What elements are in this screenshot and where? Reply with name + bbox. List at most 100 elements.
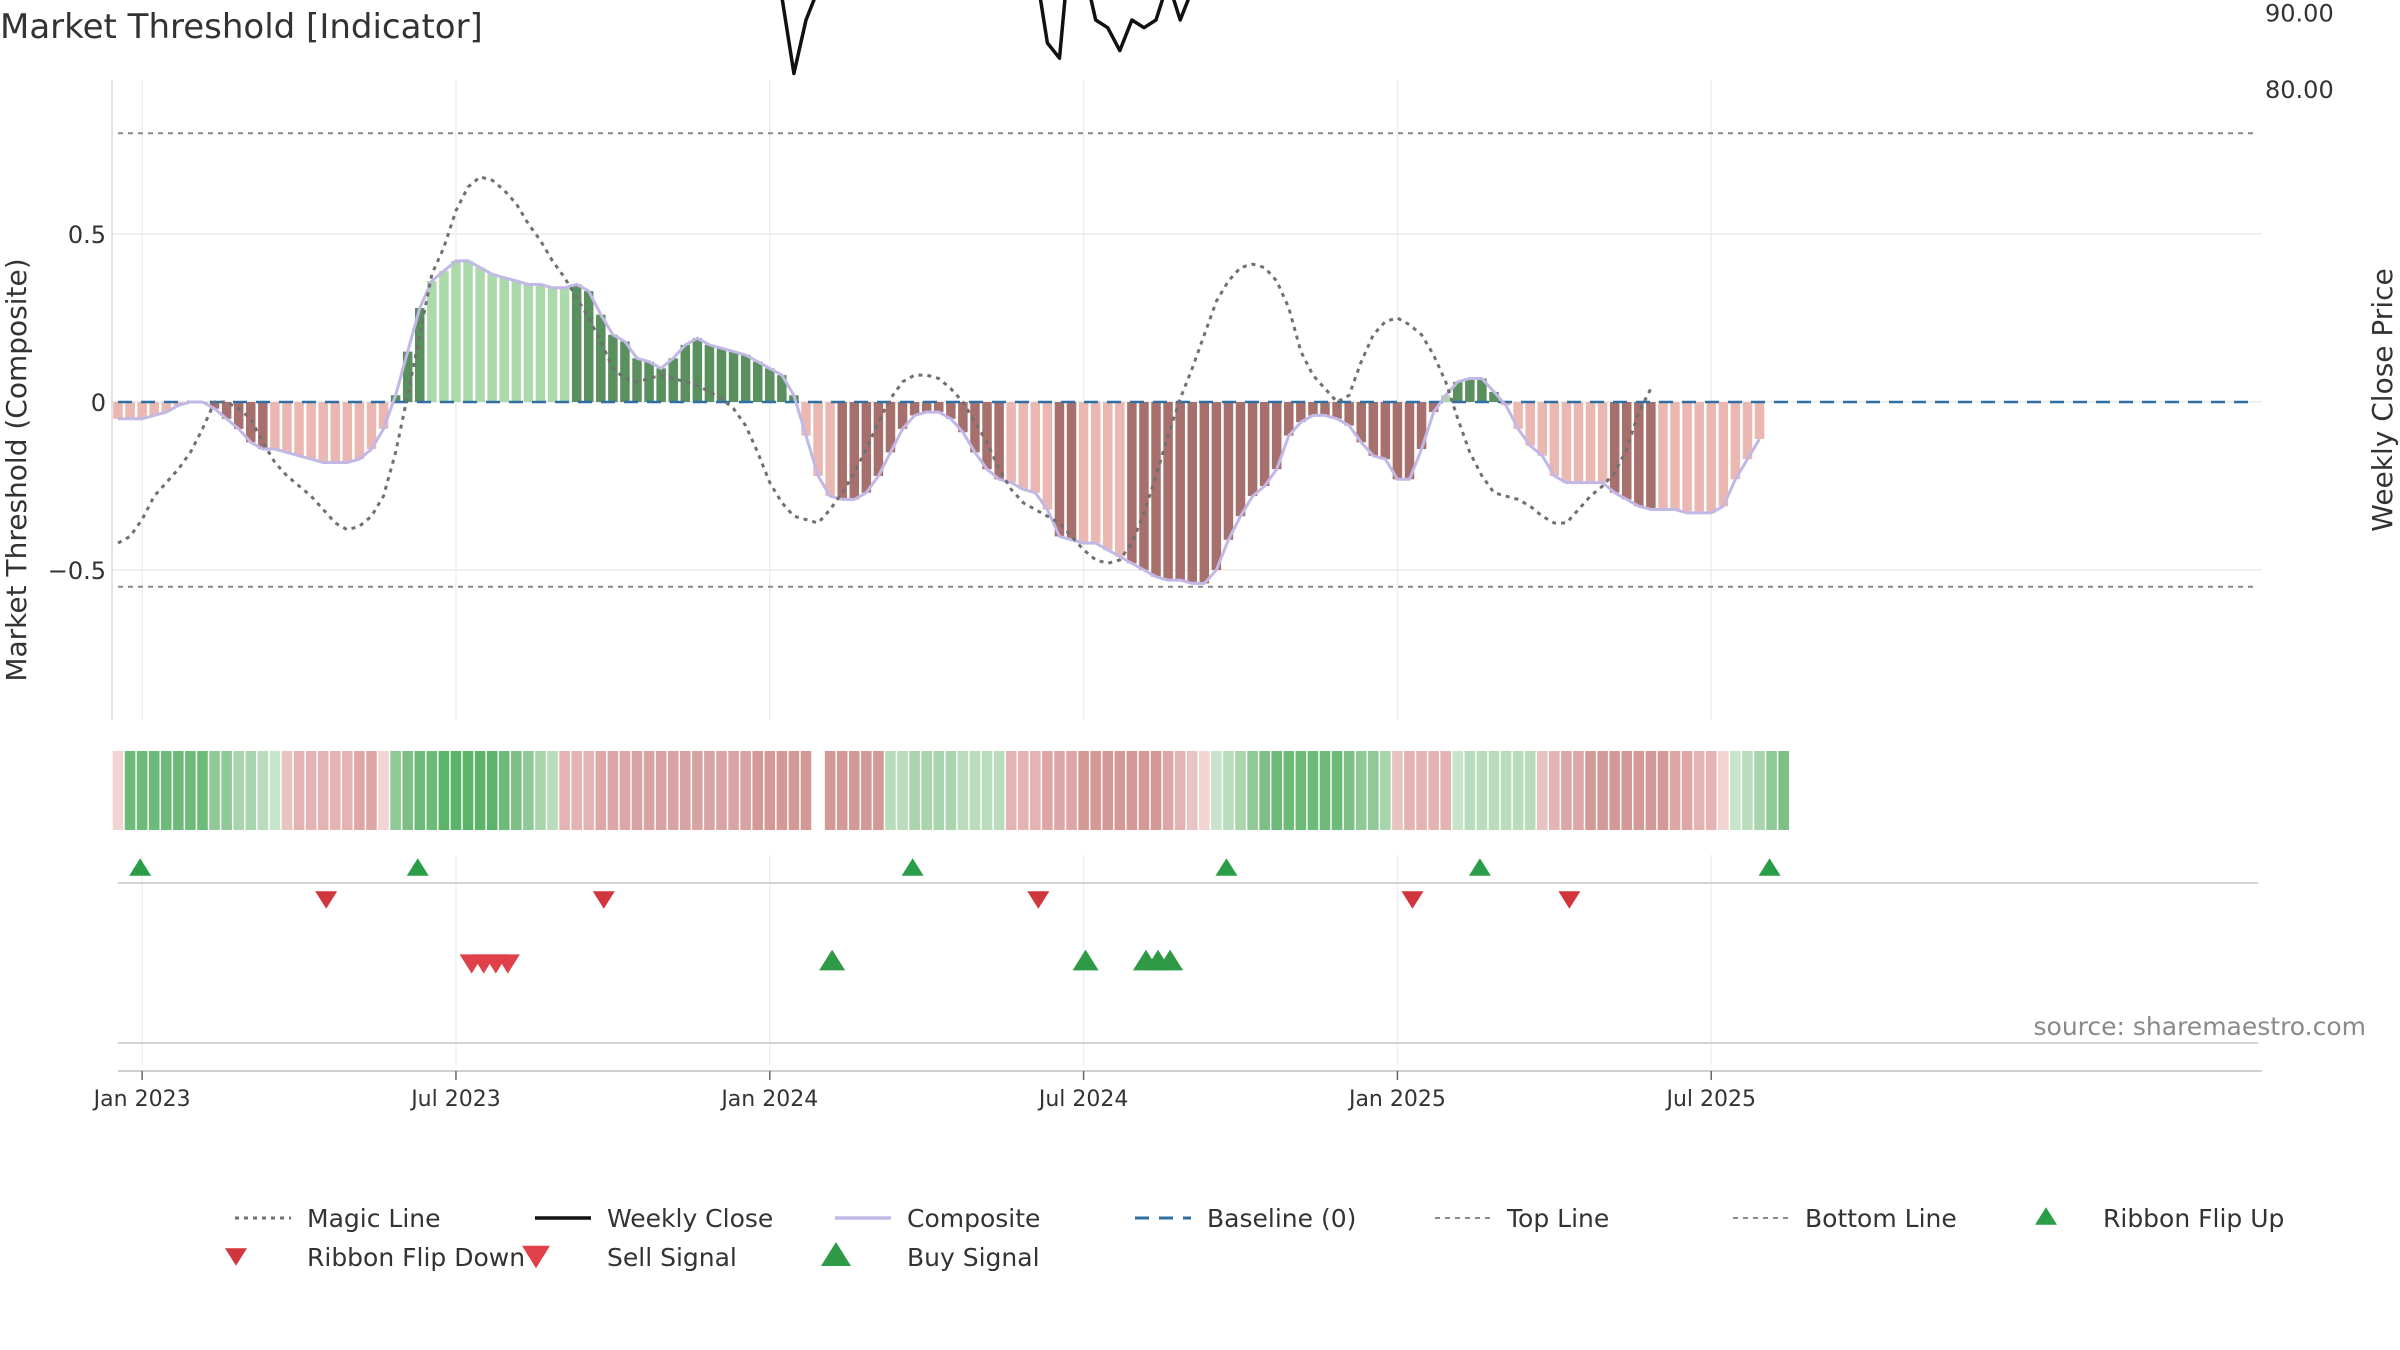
ribbon-segment [1367,751,1379,830]
composite-bar [934,402,944,413]
composite-bar [1356,402,1366,443]
composite-bar [680,344,691,402]
composite-bar [1151,402,1161,577]
composite-bar [861,402,872,493]
composite-bar [209,402,220,409]
ribbon-segment [559,751,570,830]
composite-bar [1440,395,1451,402]
composite-bar [752,361,763,402]
ribbon-segment [873,751,884,830]
ribbon-segment [1174,751,1186,830]
legend-label: Baseline (0) [1207,1204,1356,1233]
ribbon-segment [1223,751,1234,830]
ribbon-segment [1066,751,1077,830]
ribbon-segment [1778,751,1789,830]
signal-markers [118,858,2258,1044]
composite-bar [1187,402,1197,584]
composite-bar [1163,402,1173,581]
ribbon-segment [679,751,691,830]
composite-bar [415,307,425,402]
ribbon-flip-up-marker [1468,858,1491,876]
composite-bar [1465,378,1475,402]
ribbon-segment [438,751,450,830]
composite-bar [1054,402,1065,537]
ribbon-segment [957,751,969,830]
ribbon-segment [257,751,269,830]
ribbon-segment [848,751,860,830]
composite-bar [970,402,980,453]
composite-bar [583,291,594,402]
legend-item: Baseline (0) [1135,1204,1356,1233]
composite-bar [1102,402,1113,550]
ribbon-segment [969,751,981,830]
ribbon-flip-up-marker [129,858,152,876]
composite-bar [801,402,811,436]
ribbon-segment [1464,751,1476,830]
composite-bar [439,270,449,402]
ribbon-segment [1235,751,1246,830]
composite-bar [378,402,389,429]
ribbon-segment [414,751,426,830]
ribbon-segment [1295,751,1307,830]
ribbon-segment [511,751,522,830]
ribbon-segment [571,751,582,830]
ribbon-segment [378,751,389,830]
legend-item: Top Line [1435,1204,1609,1233]
composite-bar [318,402,328,463]
composite-bar [463,260,473,402]
ribbon-segment [474,751,486,830]
buy-signal-marker [1072,949,1099,971]
composite-bar [1658,402,1668,510]
composite-bar [1296,402,1306,423]
composite-bar [740,354,751,402]
ribbon-segment [1030,751,1041,830]
composite-bar [825,402,835,497]
ribbon-segment [1633,751,1645,830]
right-tick-label: 80.00 [2265,76,2334,104]
legend-item: Weekly Close [535,1204,773,1233]
ribbon-segment [921,751,932,830]
ribbon-segment [728,751,739,830]
ribbon-segment [305,751,317,830]
ribbon-segment [354,751,365,830]
ribbon-segment [173,751,184,830]
ribbon-segment [1319,751,1331,830]
composite-bar [1718,402,1729,507]
legend-item: Composite [835,1204,1040,1233]
composite-bar [813,402,823,476]
ribbon-segment [1090,751,1101,830]
ribbon-segment [535,751,546,830]
composite-bar [596,314,606,402]
ribbon-segment [1428,751,1439,830]
legend-label: Buy Signal [907,1243,1040,1272]
ribbon-segment [342,751,353,830]
ribbon-segment [933,751,945,830]
ribbon-segment [1657,751,1669,830]
composite-bar [668,358,678,402]
composite-bar [1392,402,1403,480]
composite-bar [535,284,546,402]
ribbon-flip-up-marker [1215,858,1238,876]
ribbon-flip-down-marker [1401,891,1424,909]
composite-bar [499,277,509,402]
ribbon-segment [1271,751,1283,830]
ribbon-segment [1488,751,1500,830]
legend-item: Sell Signal [522,1243,737,1272]
ribbon-segment [197,751,208,830]
buy-signal-marker [1157,949,1184,971]
composite-bar [1006,402,1016,483]
ribbon-segment [1283,751,1295,830]
ribbon-segment [993,751,1005,830]
ribbon-segment [595,751,607,830]
composite-bar [1223,402,1234,540]
ribbon-segment [1416,751,1427,830]
composite-bar [1477,378,1487,402]
ribbon-flip-down-marker [1027,891,1050,909]
composite-bar [451,260,461,402]
ribbon-segment [607,751,619,830]
composite-bar [366,402,377,450]
composite-bar [294,402,304,456]
ribbon-segment [112,751,124,830]
ribbon-segment [1186,751,1198,830]
ribbon-segment [1138,751,1150,830]
